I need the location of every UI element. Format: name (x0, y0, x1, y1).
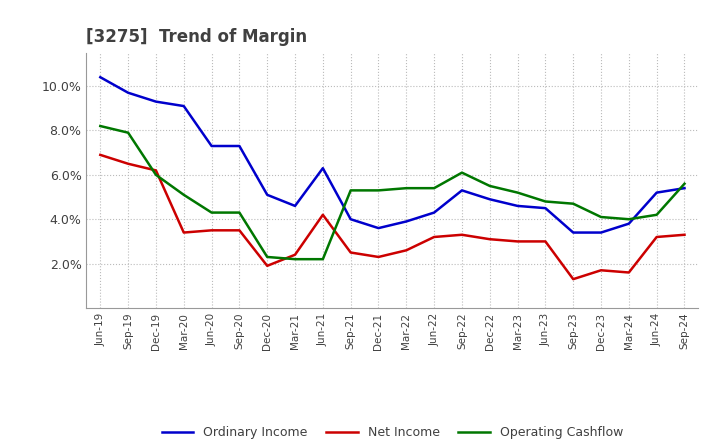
Ordinary Income (96, 74, 104, 80)
Net Income (430, 235, 438, 240)
Operating Cashflow (318, 257, 327, 262)
Operating Cashflow (624, 216, 633, 222)
Ordinary Income (152, 99, 161, 104)
Ordinary Income (569, 230, 577, 235)
Operating Cashflow (402, 186, 410, 191)
Ordinary Income (597, 230, 606, 235)
Operating Cashflow (569, 201, 577, 206)
Net Income (513, 239, 522, 244)
Ordinary Income (179, 103, 188, 109)
Net Income (263, 263, 271, 268)
Line: Ordinary Income: Ordinary Income (100, 77, 685, 233)
Operating Cashflow (680, 181, 689, 187)
Net Income (485, 237, 494, 242)
Ordinary Income (624, 221, 633, 226)
Net Income (96, 152, 104, 158)
Net Income (569, 276, 577, 282)
Ordinary Income (235, 143, 243, 149)
Net Income (597, 268, 606, 273)
Ordinary Income (541, 205, 550, 211)
Operating Cashflow (541, 199, 550, 204)
Net Income (458, 232, 467, 238)
Net Income (318, 212, 327, 217)
Operating Cashflow (458, 170, 467, 175)
Operating Cashflow (485, 183, 494, 189)
Net Income (346, 250, 355, 255)
Operating Cashflow (374, 188, 383, 193)
Ordinary Income (318, 165, 327, 171)
Ordinary Income (458, 188, 467, 193)
Line: Net Income: Net Income (100, 155, 685, 279)
Operating Cashflow (652, 212, 661, 217)
Net Income (179, 230, 188, 235)
Net Income (680, 232, 689, 238)
Ordinary Income (652, 190, 661, 195)
Operating Cashflow (96, 123, 104, 128)
Ordinary Income (485, 197, 494, 202)
Ordinary Income (207, 143, 216, 149)
Legend: Ordinary Income, Net Income, Operating Cashflow: Ordinary Income, Net Income, Operating C… (157, 422, 628, 440)
Operating Cashflow (179, 192, 188, 198)
Operating Cashflow (207, 210, 216, 215)
Operating Cashflow (291, 257, 300, 262)
Operating Cashflow (152, 172, 161, 177)
Ordinary Income (291, 203, 300, 209)
Net Income (624, 270, 633, 275)
Operating Cashflow (597, 214, 606, 220)
Net Income (402, 248, 410, 253)
Net Income (374, 254, 383, 260)
Operating Cashflow (235, 210, 243, 215)
Net Income (652, 235, 661, 240)
Line: Operating Cashflow: Operating Cashflow (100, 126, 685, 259)
Operating Cashflow (513, 190, 522, 195)
Net Income (291, 252, 300, 257)
Net Income (152, 168, 161, 173)
Ordinary Income (263, 192, 271, 198)
Operating Cashflow (124, 130, 132, 136)
Operating Cashflow (263, 254, 271, 260)
Ordinary Income (374, 225, 383, 231)
Text: [3275]  Trend of Margin: [3275] Trend of Margin (86, 28, 307, 46)
Net Income (207, 227, 216, 233)
Ordinary Income (346, 216, 355, 222)
Ordinary Income (402, 219, 410, 224)
Ordinary Income (124, 90, 132, 95)
Net Income (124, 161, 132, 166)
Ordinary Income (430, 210, 438, 215)
Operating Cashflow (430, 186, 438, 191)
Operating Cashflow (346, 188, 355, 193)
Ordinary Income (513, 203, 522, 209)
Net Income (235, 227, 243, 233)
Ordinary Income (680, 186, 689, 191)
Net Income (541, 239, 550, 244)
